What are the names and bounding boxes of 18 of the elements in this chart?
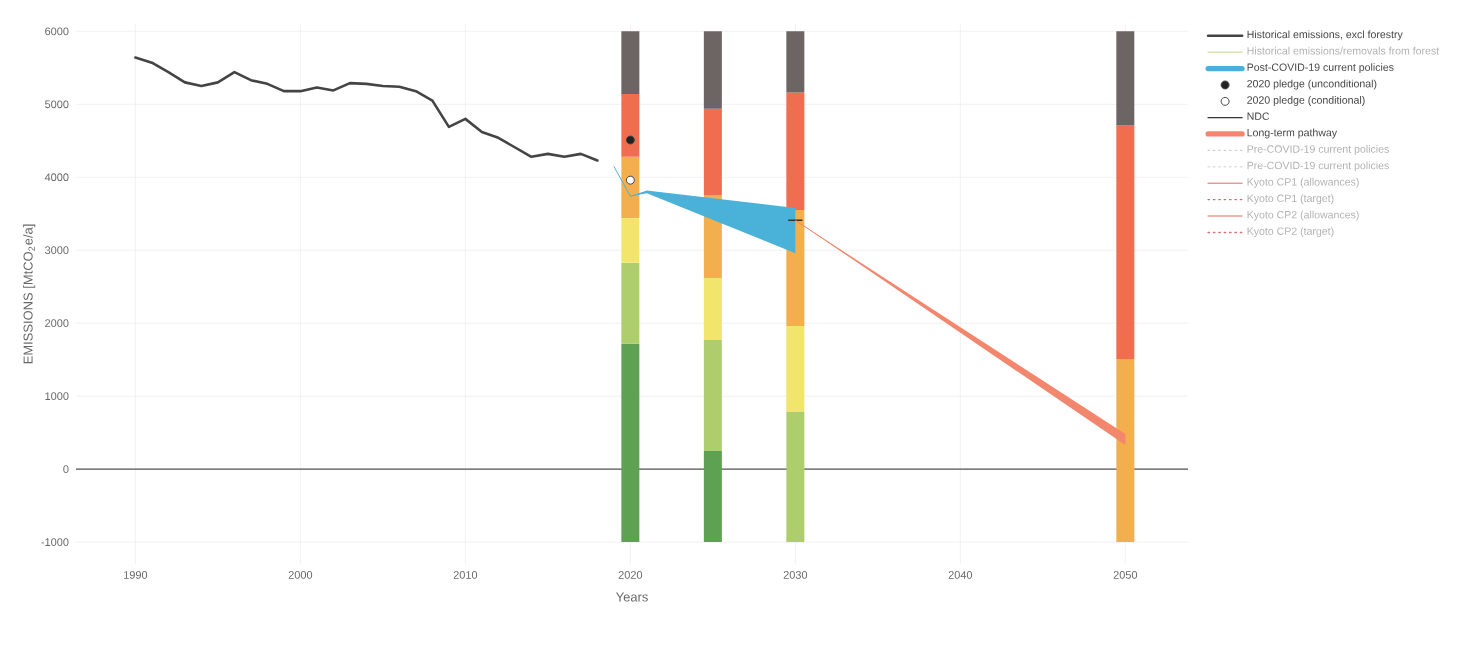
bar [621, 156, 640, 219]
bar [621, 218, 640, 263]
bar [621, 31, 640, 95]
bar [786, 92, 805, 211]
bar [1116, 358, 1135, 543]
bar [786, 411, 805, 543]
bar [621, 343, 640, 543]
bar [786, 31, 805, 93]
bar [703, 339, 722, 451]
bar [703, 277, 722, 340]
bar [621, 262, 640, 344]
bar [621, 94, 640, 157]
bar [703, 450, 722, 543]
bar [786, 326, 805, 412]
bar [703, 31, 722, 109]
bar [1116, 31, 1135, 126]
bar [703, 108, 722, 196]
bar [1116, 125, 1135, 359]
